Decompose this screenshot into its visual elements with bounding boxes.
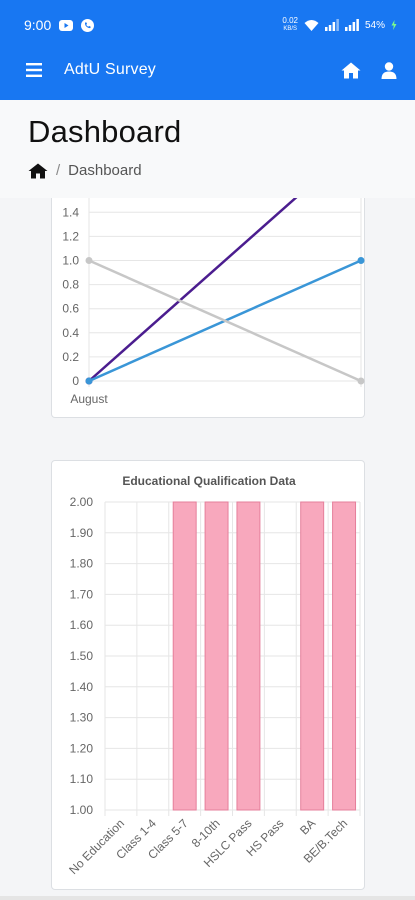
series-line-2 xyxy=(88,259,362,383)
y-tick-label: 1.4 xyxy=(62,205,79,219)
breadcrumb-separator: / xyxy=(56,162,61,179)
phone-call-icon xyxy=(81,18,95,32)
y-tick-label: 0.4 xyxy=(62,326,79,340)
y-tick-label: 1.90 xyxy=(70,526,94,540)
y-tick-label: 1.80 xyxy=(70,557,94,571)
bar xyxy=(300,501,325,811)
education-bar-chart: Educational Qualification Data 1.00 1.10 1.… xyxy=(66,474,361,877)
signal-icon-2 xyxy=(344,19,359,31)
y-tick-label: 2.00 xyxy=(70,495,94,509)
battery-charging-icon xyxy=(391,20,397,30)
user-icon[interactable] xyxy=(381,61,397,79)
bar xyxy=(204,501,229,811)
status-bar: 9:00 0.02 KB/S 54% xyxy=(0,0,415,50)
app-bar: 9:00 0.02 KB/S 54% AdtU Survey xyxy=(0,0,415,100)
y-tick-label: 1.00 xyxy=(70,803,94,817)
chart-title: Educational Qualification Data xyxy=(122,474,296,488)
navbar: AdtU Survey xyxy=(0,50,415,90)
bar xyxy=(236,501,261,811)
bar-chart-card: Educational Qualification Data 1.00 1.10 1.… xyxy=(51,460,365,890)
gesture-bar xyxy=(0,896,415,900)
y-tick-label: 1.50 xyxy=(70,649,94,663)
line-chart: 0 0.2 0.4 0.6 0.8 1.0 1.2 1.4 August xyxy=(62,198,365,406)
wifi-icon xyxy=(304,20,319,31)
bar xyxy=(172,501,197,811)
breadcrumb: / Dashboard xyxy=(28,162,387,179)
y-tick-label: 1.20 xyxy=(70,741,94,755)
app-title: AdtU Survey xyxy=(64,61,157,78)
y-tick-label: 0.8 xyxy=(62,278,79,292)
data-point xyxy=(85,257,93,264)
home-icon[interactable] xyxy=(28,163,48,179)
data-point xyxy=(357,257,365,264)
hamburger-menu-icon[interactable] xyxy=(26,63,42,77)
x-tick-label: BA xyxy=(297,816,318,837)
y-tick-label: 1.40 xyxy=(70,680,94,694)
signal-icon xyxy=(324,19,339,31)
y-tick-label: 1.70 xyxy=(70,587,94,601)
y-tick-label: 0 xyxy=(72,374,79,388)
bar xyxy=(332,501,357,811)
data-point xyxy=(357,377,365,385)
y-tick-label: 0.6 xyxy=(62,302,79,316)
y-tick-label: 1.60 xyxy=(70,618,94,632)
page-header: Dashboard / Dashboard xyxy=(0,100,415,198)
home-icon[interactable] xyxy=(341,62,361,79)
y-tick-label: 1.30 xyxy=(70,711,94,725)
breadcrumb-current: Dashboard xyxy=(68,162,142,179)
data-point xyxy=(85,377,93,385)
youtube-icon xyxy=(59,19,74,31)
y-tick-label: 1.2 xyxy=(62,229,79,243)
line-chart-card: 0 0.2 0.4 0.6 0.8 1.0 1.2 1.4 August xyxy=(51,198,365,418)
y-tick-label: 1.0 xyxy=(62,254,79,268)
x-tick-label: August xyxy=(70,392,108,406)
battery-percent: 54% xyxy=(364,19,385,31)
y-tick-label: 0.2 xyxy=(62,350,79,364)
status-time: 9:00 xyxy=(24,17,52,33)
series-line-0 xyxy=(88,198,298,382)
y-tick-label: 1.10 xyxy=(70,772,94,786)
page-title: Dashboard xyxy=(28,114,182,149)
data-speed: 0.02 KB/S xyxy=(282,16,298,33)
